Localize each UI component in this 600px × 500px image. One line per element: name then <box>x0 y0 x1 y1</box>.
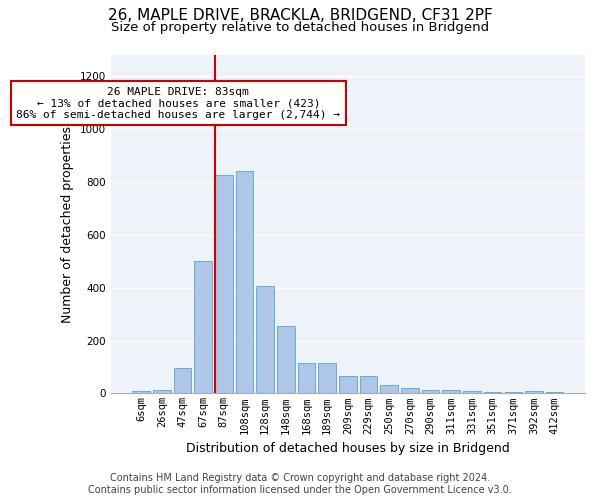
Bar <box>339 376 356 394</box>
Bar <box>380 385 398 394</box>
Bar <box>546 392 563 394</box>
Bar <box>215 176 233 394</box>
Y-axis label: Number of detached properties: Number of detached properties <box>61 126 74 322</box>
Bar <box>463 392 481 394</box>
Bar <box>442 390 460 394</box>
Bar <box>298 363 316 394</box>
Bar <box>422 390 439 394</box>
Bar <box>505 392 522 394</box>
Bar <box>484 392 502 394</box>
Bar <box>194 261 212 394</box>
Bar <box>525 390 543 394</box>
Bar <box>153 390 170 394</box>
Text: 26, MAPLE DRIVE, BRACKLA, BRIDGEND, CF31 2PF: 26, MAPLE DRIVE, BRACKLA, BRIDGEND, CF31… <box>107 8 493 22</box>
Bar <box>360 376 377 394</box>
Bar <box>319 363 336 394</box>
Bar <box>173 368 191 394</box>
Bar <box>401 388 419 394</box>
Bar <box>236 172 253 394</box>
Bar <box>277 326 295 394</box>
Text: 26 MAPLE DRIVE: 83sqm
← 13% of detached houses are smaller (423)
86% of semi-det: 26 MAPLE DRIVE: 83sqm ← 13% of detached … <box>16 86 340 120</box>
Text: Contains HM Land Registry data © Crown copyright and database right 2024.
Contai: Contains HM Land Registry data © Crown c… <box>88 474 512 495</box>
X-axis label: Distribution of detached houses by size in Bridgend: Distribution of detached houses by size … <box>186 442 510 455</box>
Text: Size of property relative to detached houses in Bridgend: Size of property relative to detached ho… <box>111 21 489 34</box>
Bar <box>256 286 274 394</box>
Bar <box>133 390 150 394</box>
